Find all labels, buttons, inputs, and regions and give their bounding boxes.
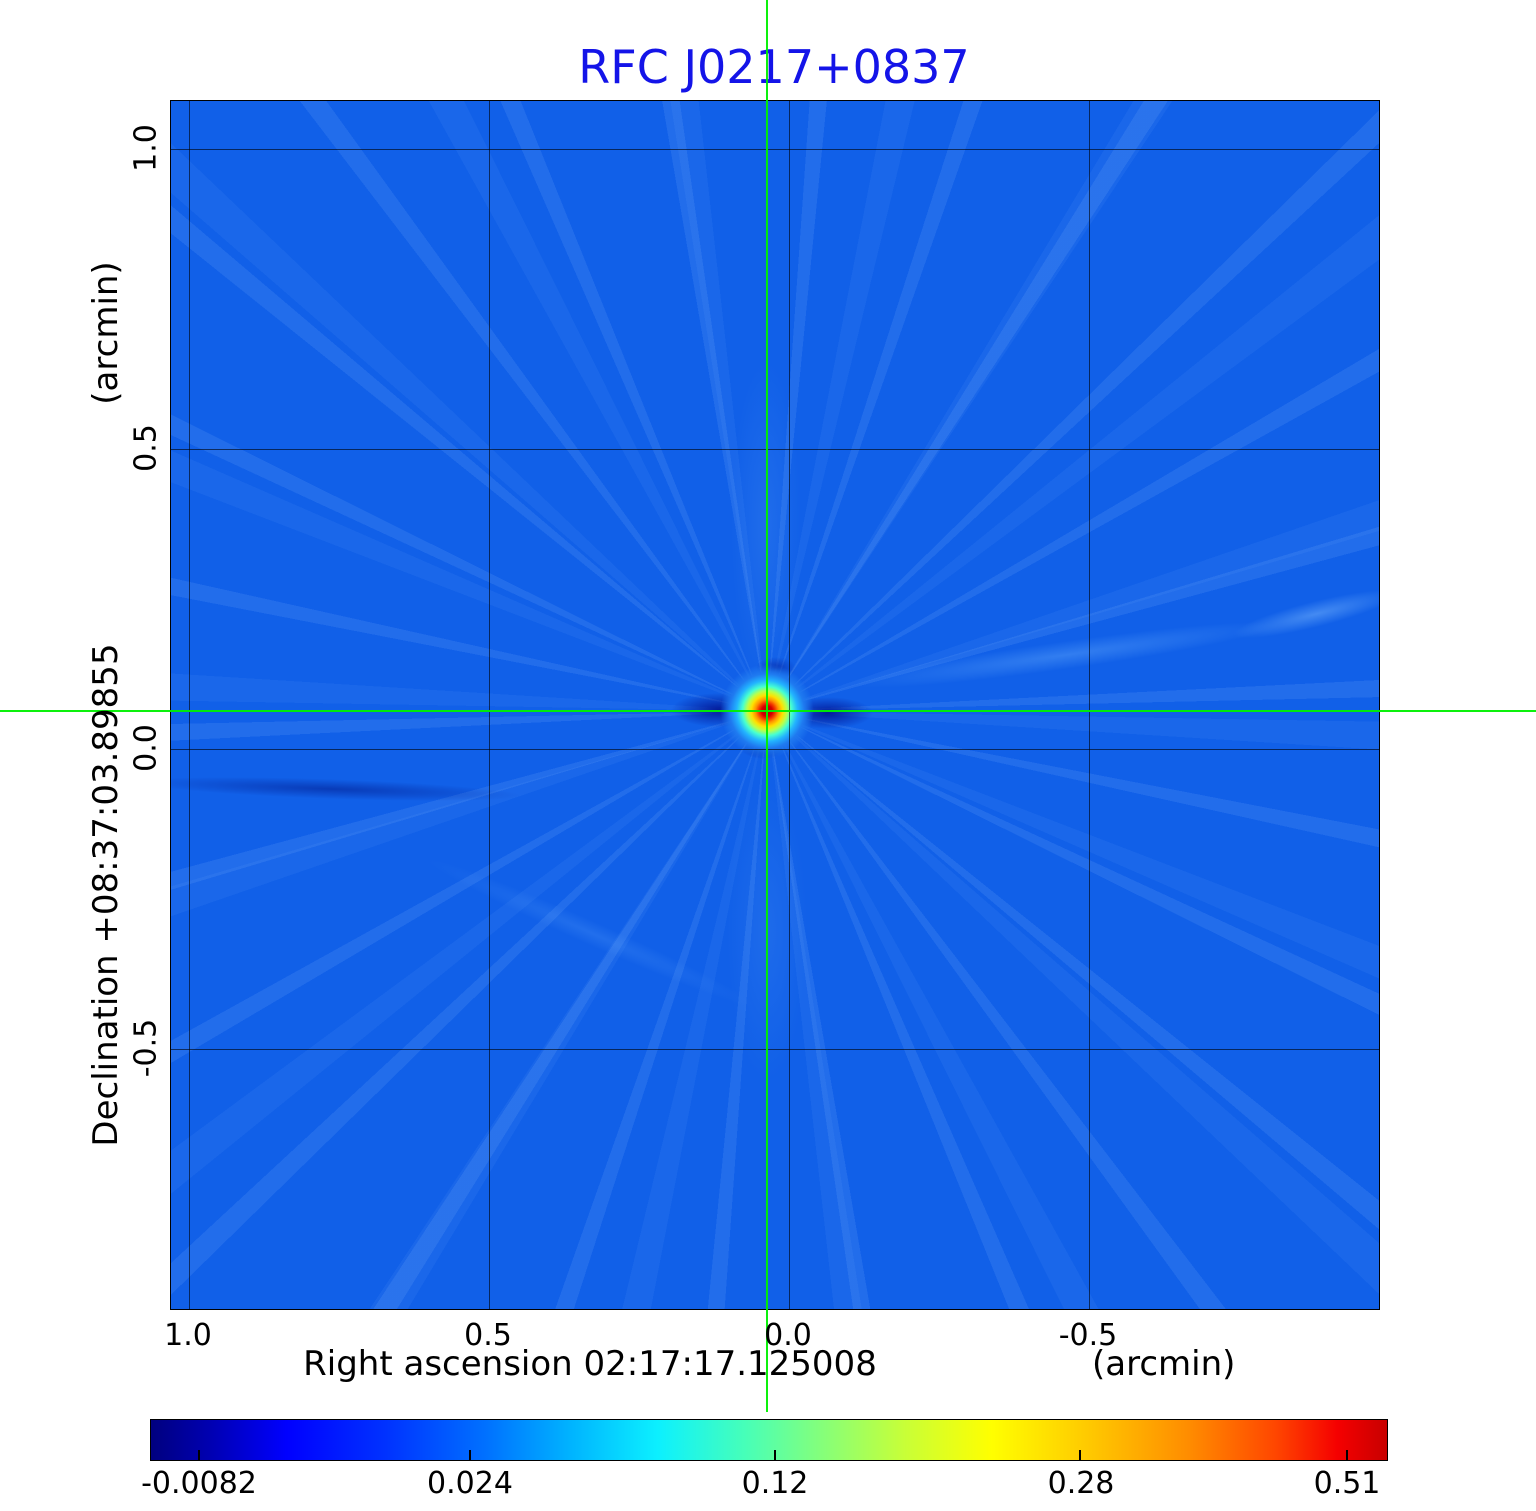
grid-line-vertical	[1089, 101, 1090, 1309]
y-axis-tick-label: 0.0	[128, 724, 164, 772]
grid-line-vertical	[189, 101, 190, 1309]
colorbar-tick	[1346, 1450, 1349, 1460]
grid-line-horizontal	[171, 749, 1379, 750]
grid-line-horizontal	[171, 149, 1379, 150]
crosshair-horizontal-line	[0, 710, 1536, 712]
grid-line-vertical	[789, 101, 790, 1309]
colorbar-tick-label: 0.28	[1047, 1466, 1115, 1501]
y-axis-label: Declination +08:37:03.89855	[86, 643, 126, 1147]
colorbar-tick	[1079, 1450, 1082, 1460]
colorbar-tick	[198, 1450, 201, 1460]
grid-line-horizontal	[171, 449, 1379, 450]
crosshair-vertical-line	[766, 0, 768, 1412]
colorbar	[150, 1419, 1388, 1461]
grid-line-horizontal	[171, 1049, 1379, 1050]
y-axis-unit: (arcmin)	[86, 261, 126, 405]
x-axis-tick-label: 0.5	[464, 1318, 512, 1353]
colorbar-tick	[774, 1450, 777, 1460]
y-axis-tick-label: 1.0	[128, 124, 164, 172]
x-axis-tick-label: 0.0	[764, 1318, 812, 1353]
colorbar-tick-label: -0.0082	[141, 1466, 257, 1501]
y-axis-tick-label: 0.5	[128, 424, 164, 472]
sky-map	[170, 100, 1380, 1310]
x-axis-tick-label: -0.5	[1058, 1318, 1118, 1353]
colorbar-tick-label: 0.024	[427, 1466, 513, 1501]
colorbar-tick-label: 0.12	[741, 1466, 809, 1501]
colorbar-tick-label: 0.51	[1313, 1466, 1381, 1501]
x-axis-label: Right ascension 02:17:17.125008	[303, 1344, 877, 1384]
colorbar-tick	[468, 1450, 471, 1460]
grid-line-vertical	[489, 101, 490, 1309]
y-axis-tick-label: -0.5	[128, 1018, 164, 1078]
x-axis-tick-label: 1.0	[164, 1318, 212, 1353]
plot-title: RFC J0217+0837	[578, 40, 970, 94]
x-axis-unit: (arcmin)	[1092, 1344, 1236, 1384]
